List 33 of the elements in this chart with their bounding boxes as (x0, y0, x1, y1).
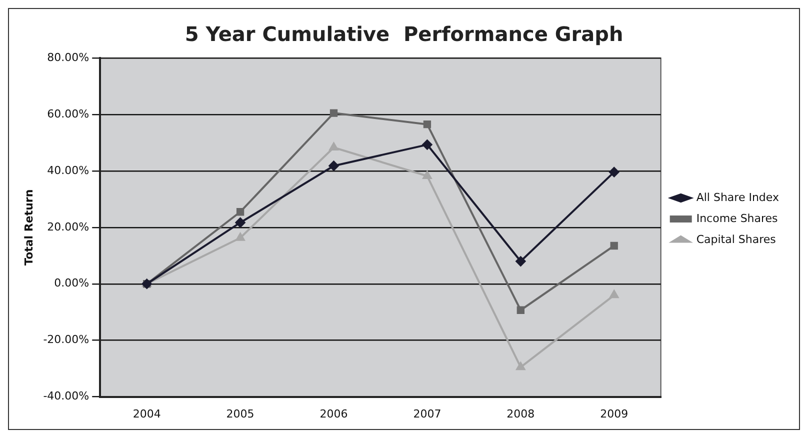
point (422, 140, 432, 150)
x-tick-label: 2007 (413, 407, 442, 420)
x-tick-label: 2005 (226, 407, 254, 420)
point (422, 171, 432, 180)
point (329, 142, 338, 150)
y-axis-title: Total Return (22, 189, 36, 266)
x-tick-label: 2006 (320, 407, 348, 420)
point (423, 120, 432, 128)
point (236, 232, 245, 241)
legend-label: All Share Index (696, 190, 780, 204)
y-tick-label: 40.00% (47, 164, 90, 177)
y-tick-label: -40.00% (43, 390, 90, 403)
point (610, 290, 619, 298)
chart-title: 5 Year Cumulative Performance Graph (184, 22, 624, 46)
point (235, 218, 246, 228)
y-tick-label: 0.00% (54, 276, 90, 290)
y-tick-label: 20.00% (47, 220, 90, 234)
point (236, 208, 244, 216)
legend-label: Capital Shares (696, 232, 776, 246)
point (516, 256, 526, 266)
point (609, 167, 620, 178)
point (330, 109, 338, 117)
x-tick-label: 2009 (600, 407, 628, 420)
legend-label: Income Shares (696, 212, 778, 225)
point (516, 362, 526, 370)
y-tick-label: 60.00% (47, 107, 90, 120)
point (610, 242, 618, 250)
point (328, 160, 339, 171)
x-tick-label: 2004 (132, 407, 161, 420)
point (516, 306, 524, 314)
x-tick-label: 2008 (506, 407, 535, 420)
y-tick-label: 80.00% (47, 50, 90, 64)
y-tick-label: -20.00% (43, 333, 90, 346)
